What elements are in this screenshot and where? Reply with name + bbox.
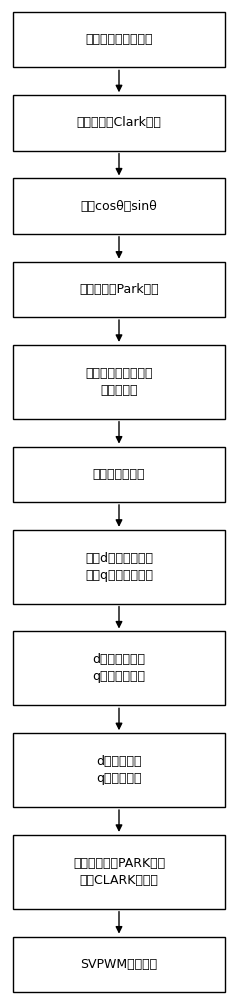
Bar (13, 835, 225, 909)
Text: d轴电流调节器
q轴电流调节器: d轴电流调节器 q轴电流调节器 (93, 653, 145, 683)
Text: 网侧给定电压PARK反变
换、CLARK反变换: 网侧给定电压PARK反变 换、CLARK反变换 (73, 857, 165, 887)
Text: 电压、电流Park变换: 电压、电流Park变换 (79, 283, 159, 296)
Text: 电压、电流Clark变换: 电压、电流Clark变换 (77, 116, 161, 129)
Bar (13, 530, 225, 604)
Bar (13, 631, 225, 705)
Text: 计算电容储能，电容
储能给定值: 计算电容储能，电容 储能给定值 (85, 367, 153, 397)
Text: SVPWM调制输出: SVPWM调制输出 (80, 958, 158, 971)
Text: 采集输入电压、电流: 采集输入电压、电流 (85, 33, 153, 46)
Bar (13, 262, 225, 317)
Text: 计算cosθ、sinθ: 计算cosθ、sinθ (81, 200, 157, 213)
Bar (13, 345, 225, 419)
Bar (13, 178, 225, 234)
Bar (13, 937, 225, 992)
Bar (13, 733, 225, 807)
Bar (13, 12, 225, 67)
Bar (13, 95, 225, 151)
Text: d轴电压解耦
q轴电压解耦: d轴电压解耦 q轴电压解耦 (96, 755, 142, 785)
Bar (13, 447, 225, 502)
Text: 计算d轴电流给定值
计算q轴电流给定值: 计算d轴电流给定值 计算q轴电流给定值 (85, 552, 153, 582)
Text: 能量外环调节器: 能量外环调节器 (93, 468, 145, 481)
